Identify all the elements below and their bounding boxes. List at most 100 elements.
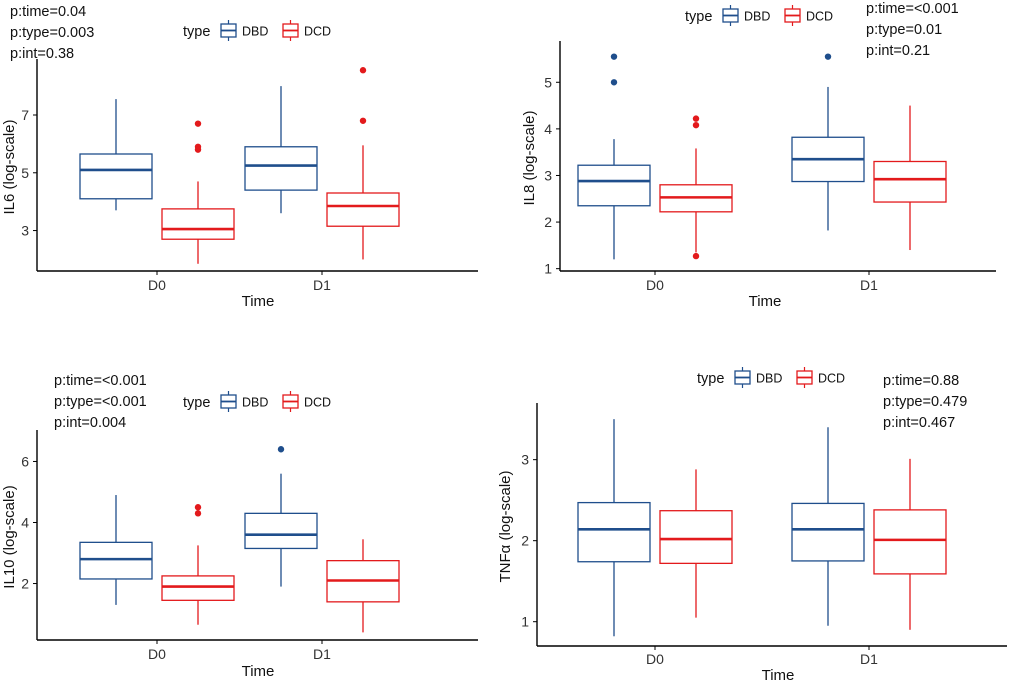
outlier-point: [610, 79, 618, 86]
legend-label: DBD: [756, 372, 782, 386]
box-dcd-d1: [873, 105, 947, 251]
box-iqr: [873, 160, 947, 203]
legend-label: DBD: [242, 396, 268, 410]
box-iqr: [577, 501, 651, 563]
y-tick-label: 2: [21, 576, 29, 592]
box-dbd-d0: [79, 99, 153, 211]
y-tick-label: 5: [21, 165, 29, 181]
box-iqr: [244, 146, 318, 191]
chart-panel: 2 4 6 D0 D1 Time IL10 (log-scale) p:time=<0.001…: [1, 373, 478, 680]
stat-line: p:time=<0.001: [866, 1, 959, 17]
legend: type DBD DCD: [183, 391, 331, 412]
box-dbd-d1: [791, 427, 865, 626]
legend-label: DBD: [744, 10, 770, 24]
legend-label: DCD: [304, 25, 331, 39]
legend-label: DCD: [818, 372, 845, 386]
outlier-point: [194, 143, 202, 150]
y-tick-label: 2: [521, 533, 529, 549]
x-axis-title: Time: [242, 293, 275, 310]
x-tick-label: D1: [313, 646, 331, 662]
box-dcd-d1: [326, 539, 400, 633]
y-tick-label: 3: [544, 167, 552, 183]
x-tick-label: D0: [148, 277, 166, 293]
outlier-point: [194, 120, 202, 127]
stat-line: p:int=0.38: [10, 46, 74, 62]
box-iqr: [161, 208, 235, 240]
y-tick-label: 4: [21, 515, 29, 531]
y-axis-title: IL8 (log-scale): [521, 110, 538, 205]
box-dbd-d0: [577, 53, 651, 260]
box-iqr: [659, 510, 733, 565]
stat-line: p:type=0.479: [883, 394, 967, 410]
stat-line: p:type=0.003: [10, 25, 94, 41]
y-tick-label: 3: [521, 452, 529, 468]
box-iqr: [326, 192, 400, 227]
outlier-point: [194, 504, 202, 511]
chart-panel: 3 5 7 D0 D1 Time IL6 (log-scale) p:time=0.04 p:t…: [1, 4, 478, 310]
x-axis-title: Time: [749, 293, 782, 310]
stat-line: p:type=0.01: [866, 22, 942, 38]
box-iqr: [79, 153, 153, 200]
box-dbd-d0: [577, 419, 651, 637]
box-dcd-d0: [659, 469, 733, 618]
y-tick-label: 7: [21, 107, 29, 123]
stat-line: p:int=0.21: [866, 43, 930, 59]
chart-panel: 1 2 3 4 5 D0 D1 Time IL8 (log-scale) p:time=<0.00…: [521, 1, 996, 310]
box-dbd-d1: [244, 446, 318, 587]
legend: type DBD DCD: [697, 367, 845, 388]
outlier-point: [692, 115, 700, 122]
outlier-point: [277, 446, 285, 453]
legend-title: type: [183, 395, 210, 411]
box-dbd-d1: [244, 86, 318, 214]
outlier-point: [692, 121, 700, 129]
legend-title: type: [697, 371, 724, 387]
y-axis-title: IL6 (log-scale): [1, 119, 18, 214]
box-iqr: [577, 164, 651, 207]
outlier-point: [194, 510, 202, 517]
x-tick-label: D0: [646, 651, 664, 667]
outlier-point: [610, 53, 618, 60]
stat-line: p:int=0.004: [54, 415, 126, 431]
box-dcd-d1: [873, 458, 947, 630]
y-tick-label: 4: [544, 121, 552, 137]
legend-label: DCD: [304, 396, 331, 410]
stat-line: p:int=0.467: [883, 415, 955, 431]
y-axis-title: IL10 (log-scale): [1, 485, 18, 588]
x-axis-title: Time: [762, 667, 795, 681]
y-tick-label: 6: [21, 453, 29, 469]
x-tick-label: D0: [646, 277, 664, 293]
legend-title: type: [183, 24, 210, 40]
legend: type DBD DCD: [685, 5, 833, 26]
box-dcd-d0: [659, 115, 733, 260]
y-tick-label: 1: [544, 261, 552, 277]
box-iqr: [791, 502, 865, 562]
box-iqr: [244, 512, 318, 550]
outlier-point: [359, 117, 367, 124]
y-tick-label: 5: [544, 74, 552, 90]
box-dcd-d0: [161, 504, 235, 625]
y-axis-title: TNFα (log-scale): [497, 470, 514, 582]
legend-title: type: [685, 9, 712, 25]
stat-line: p:time=<0.001: [54, 373, 147, 389]
x-axis-title: Time: [242, 663, 275, 680]
stat-line: p:time=0.04: [10, 4, 86, 20]
y-tick-label: 1: [521, 614, 529, 630]
stat-line: p:time=0.88: [883, 373, 959, 389]
box-dcd-d1: [326, 67, 400, 260]
outlier-point: [359, 67, 367, 74]
legend-label: DCD: [806, 10, 833, 24]
box-dcd-d0: [161, 120, 235, 264]
box-iqr: [873, 509, 947, 575]
box-dbd-d0: [79, 495, 153, 605]
box-iqr: [79, 541, 153, 580]
legend-label: DBD: [242, 25, 268, 39]
outlier-point: [824, 53, 832, 60]
box-dbd-d1: [791, 53, 865, 231]
outlier-point: [692, 252, 700, 260]
x-tick-label: D1: [313, 277, 331, 293]
y-tick-label: 2: [544, 214, 552, 230]
box-iqr: [161, 575, 235, 601]
legend: type DBD DCD: [183, 20, 331, 41]
x-tick-label: D0: [148, 646, 166, 662]
